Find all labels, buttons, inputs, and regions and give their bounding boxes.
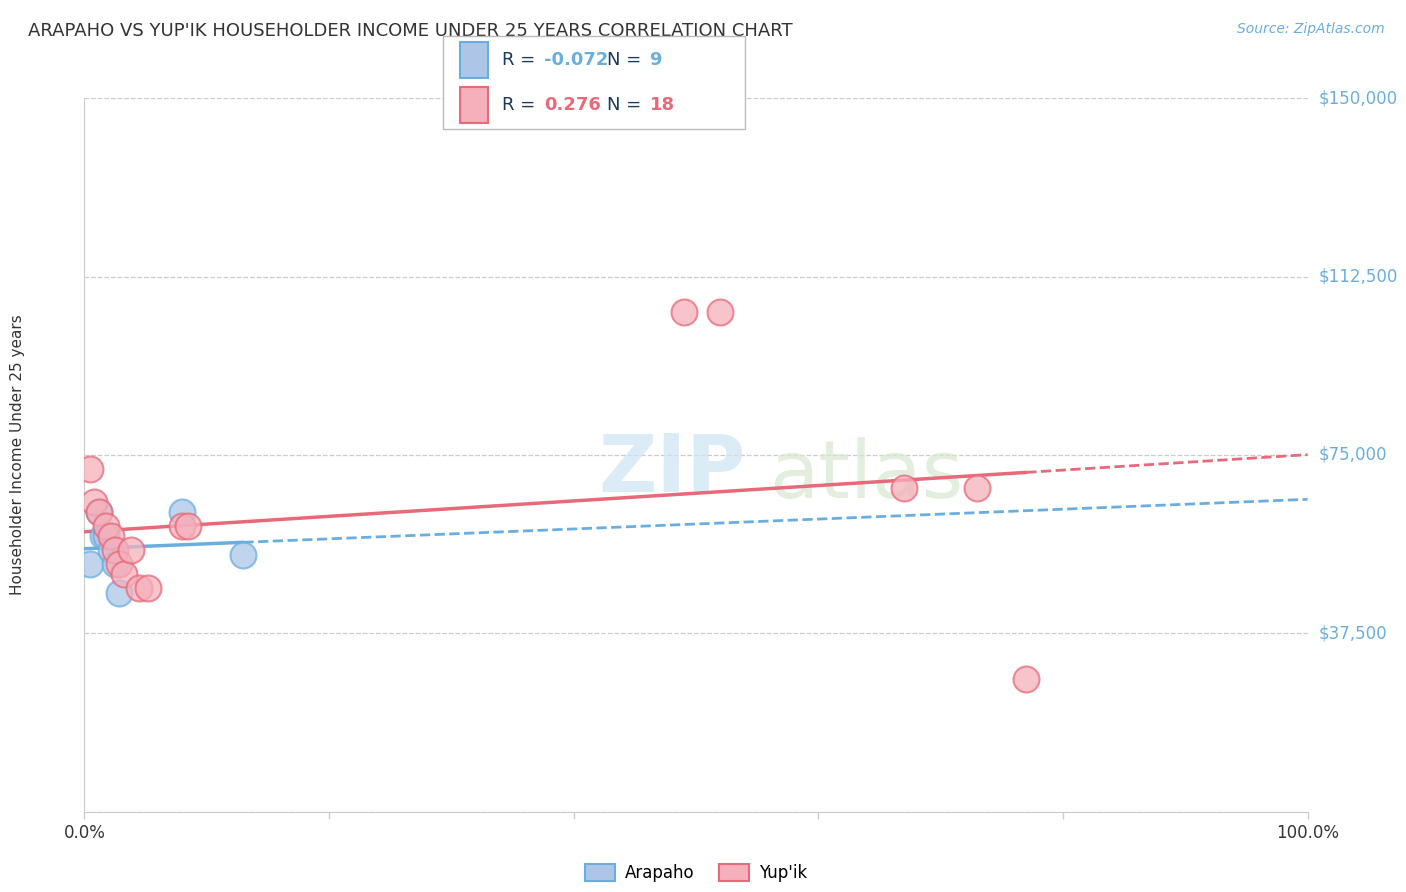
Text: R =: R = [502,96,536,114]
Text: $112,500: $112,500 [1319,268,1398,285]
Point [672,305,695,319]
Point [104,558,127,572]
Point [100,529,122,543]
Point [96,519,118,533]
Point [87,505,110,519]
Point [128,581,150,595]
Text: 0.276: 0.276 [544,96,600,114]
Text: $75,000: $75,000 [1319,446,1388,464]
Point [100,543,122,558]
Point [172,505,194,519]
Point [91,529,114,543]
Point [79,462,101,476]
Text: 18: 18 [650,96,675,114]
Point [83,495,105,509]
Point [79,558,101,572]
Text: 9: 9 [650,51,662,70]
Text: R =: R = [502,51,536,70]
Point [1015,672,1038,686]
Point [893,481,915,495]
Text: atlas: atlas [769,437,963,516]
Text: -0.072: -0.072 [544,51,609,70]
Text: Householder Income Under 25 years: Householder Income Under 25 years [10,315,24,595]
Point [177,519,200,533]
Point [232,548,254,562]
Legend: Arapaho, Yup'ik: Arapaho, Yup'ik [578,857,814,889]
Point [96,529,118,543]
Text: ZIP: ZIP [598,430,745,508]
Point [112,566,135,581]
Point [104,543,127,558]
Text: Source: ZipAtlas.com: Source: ZipAtlas.com [1237,22,1385,37]
Point [87,505,110,519]
Point [966,481,988,495]
Point [120,543,142,558]
Point [107,586,129,600]
Point [709,305,731,319]
Point [107,558,129,572]
Text: N =: N = [607,96,641,114]
Text: ARAPAHO VS YUP'IK HOUSEHOLDER INCOME UNDER 25 YEARS CORRELATION CHART: ARAPAHO VS YUP'IK HOUSEHOLDER INCOME UND… [28,22,793,40]
Point [172,519,194,533]
Point [136,581,159,595]
Text: N =: N = [607,51,641,70]
Text: $37,500: $37,500 [1319,624,1388,642]
Text: $150,000: $150,000 [1319,89,1398,107]
